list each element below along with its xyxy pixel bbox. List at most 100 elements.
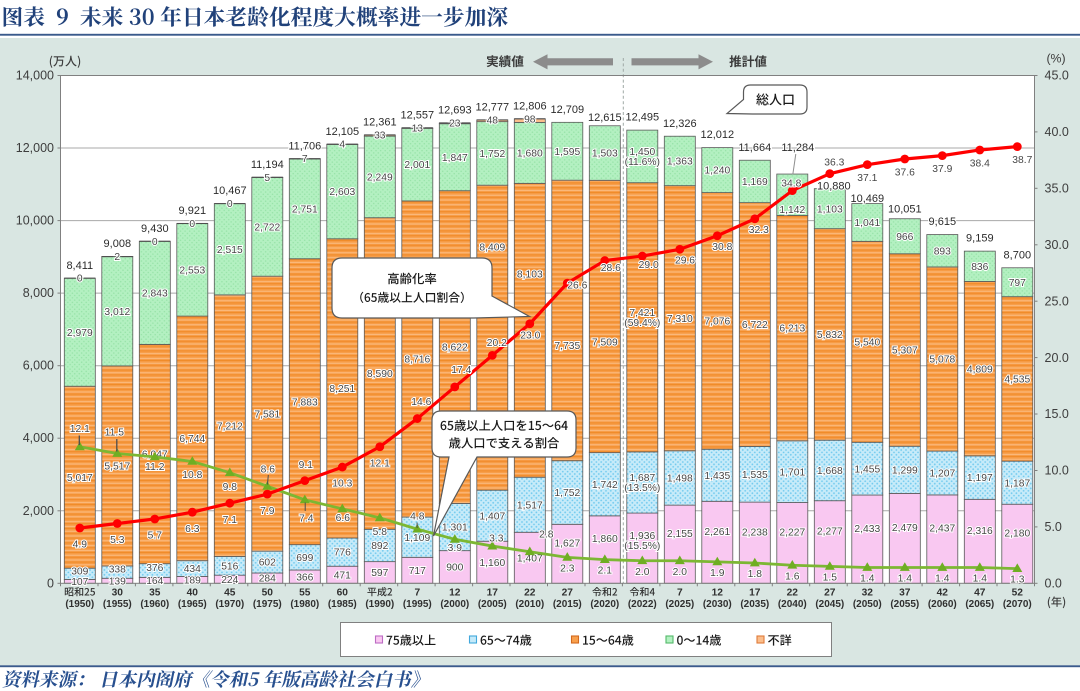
svg-text:(1975): (1975) [253,599,282,610]
svg-text:602: 602 [259,558,276,569]
svg-text:139: 139 [109,576,126,587]
svg-text:12,361: 12,361 [363,117,397,129]
svg-text:(2030): (2030) [703,599,732,610]
svg-text:29.0: 29.0 [639,260,659,271]
svg-text:5.8: 5.8 [373,527,388,538]
svg-text:189: 189 [184,576,201,587]
svg-text:20.2: 20.2 [487,338,507,349]
svg-text:7,509: 7,509 [592,337,618,348]
svg-text:516: 516 [221,561,238,572]
svg-text:2.1: 2.1 [598,566,613,577]
svg-text:(2000): (2000) [440,599,469,610]
svg-text:1,742: 1,742 [592,480,618,491]
svg-text:(2050): (2050) [853,599,882,610]
svg-text:(11.6%): (11.6%) [625,157,660,168]
svg-text:2,979: 2,979 [67,328,93,339]
svg-text:0: 0 [227,199,233,210]
svg-text:2,261: 2,261 [704,527,730,538]
svg-text:471: 471 [334,570,351,581]
svg-text:(1995): (1995) [403,599,432,610]
svg-text:1,363: 1,363 [667,157,693,168]
svg-text:5,078: 5,078 [929,355,955,366]
svg-text:8,000: 8,000 [23,286,54,300]
svg-text:3.9: 3.9 [448,543,463,554]
svg-text:(2055): (2055) [890,599,919,610]
svg-text:2.0: 2.0 [673,567,688,578]
svg-text:376: 376 [146,563,163,574]
svg-text:900: 900 [446,563,463,574]
svg-text:2,277: 2,277 [817,527,843,538]
svg-text:0: 0 [189,219,195,230]
svg-text:6,213: 6,213 [779,324,805,335]
svg-text:30.0: 30.0 [1045,238,1069,252]
svg-text:892: 892 [371,541,388,552]
svg-text:9.1: 9.1 [299,460,314,471]
svg-text:1,435: 1,435 [704,471,730,482]
svg-text:(1965): (1965) [178,599,207,610]
svg-text:17.4: 17.4 [451,365,471,376]
svg-text:1,535: 1,535 [742,470,768,481]
svg-text:6,744: 6,744 [179,434,205,445]
svg-text:1,701: 1,701 [779,467,805,478]
svg-text:10.0: 10.0 [1045,464,1069,478]
svg-text:8,251: 8,251 [329,384,355,395]
svg-text:1,847: 1,847 [442,153,468,164]
svg-text:60: 60 [337,588,349,599]
svg-text:1,041: 1,041 [854,218,880,229]
svg-text:(%): (%) [1046,52,1065,66]
svg-text:12,709: 12,709 [550,104,584,116]
svg-text:1,627: 1,627 [554,538,580,549]
svg-text:28.6: 28.6 [601,263,621,274]
svg-text:366: 366 [296,572,313,583]
svg-text:12,012: 12,012 [700,129,734,141]
svg-text:338: 338 [109,565,126,576]
svg-text:40: 40 [187,588,199,599]
svg-text:20.0: 20.0 [1045,351,1069,365]
svg-text:6,722: 6,722 [742,320,768,331]
svg-text:6.3: 6.3 [185,524,200,535]
svg-text:0: 0 [152,237,158,248]
svg-text:26.6: 26.6 [567,281,587,292]
svg-text:1,450: 1,450 [629,147,655,158]
svg-text:42: 42 [937,588,949,599]
svg-text:1,752: 1,752 [554,488,580,499]
svg-text:38.7: 38.7 [1012,155,1032,166]
svg-text:2,751: 2,751 [292,205,318,216]
svg-text:1,109: 1,109 [404,533,430,544]
svg-text:(2035): (2035) [740,599,769,610]
svg-text:10,000: 10,000 [16,214,54,228]
svg-text:34.8: 34.8 [781,179,801,190]
svg-text:1.8: 1.8 [748,569,763,580]
svg-text:12,105: 12,105 [325,126,359,138]
svg-text:1,498: 1,498 [667,474,693,485]
svg-text:9,430: 9,430 [141,223,169,235]
svg-text:10,469: 10,469 [850,193,884,205]
svg-text:1.6: 1.6 [785,571,800,582]
svg-text:7: 7 [677,588,683,599]
svg-text:(2045): (2045) [815,599,844,610]
svg-text:1,595: 1,595 [554,147,580,158]
svg-text:8,409: 8,409 [479,243,505,254]
svg-text:4,535: 4,535 [1004,375,1030,386]
svg-text:717: 717 [409,566,426,577]
svg-text:12.1: 12.1 [370,458,390,469]
svg-text:37: 37 [899,588,911,599]
svg-text:(1985): (1985) [328,599,357,610]
svg-text:48: 48 [487,115,499,126]
svg-text:434: 434 [184,564,201,575]
svg-text:98: 98 [524,114,536,125]
svg-text:9,921: 9,921 [179,205,207,217]
svg-text:30.8: 30.8 [712,242,732,253]
svg-text:1,103: 1,103 [817,204,843,215]
svg-text:(2020): (2020) [590,599,619,610]
svg-text:23: 23 [449,118,461,129]
svg-text:55: 55 [299,588,311,599]
svg-text:12,615: 12,615 [588,112,622,124]
svg-text:(2065): (2065) [965,599,994,610]
svg-text:8,590: 8,590 [367,369,393,380]
svg-text:35: 35 [149,588,161,599]
svg-text:5.3: 5.3 [110,535,125,546]
svg-text:107: 107 [71,577,88,588]
svg-text:164: 164 [146,576,163,587]
svg-text:9,615: 9,615 [929,216,957,228]
